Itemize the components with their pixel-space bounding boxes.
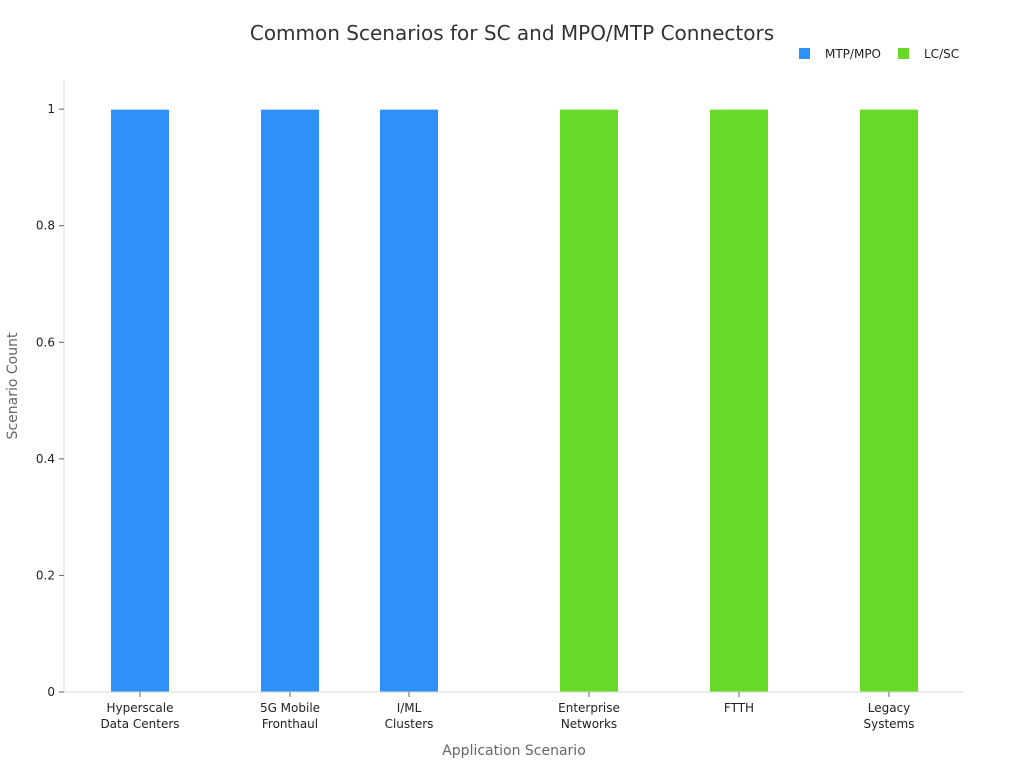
bar-mtp-mpo-0[interactable]: MTP/MPO: 1 [110, 108, 170, 693]
y-tick-label: 0 [47, 685, 55, 699]
y-tick-label: 1 [47, 102, 55, 116]
bar-lc-sc-3[interactable]: LC/SC: 1 [559, 108, 619, 693]
legend-item-lc-sc[interactable]: LC/SC [898, 47, 959, 61]
bars-group: MTP/MPO: 1 MTP/MPO: 1 MTP/MPO: 1 LC/SC: 1 LC… [110, 108, 919, 693]
bar-mtp-mpo-1[interactable]: MTP/MPO: 1 [260, 108, 320, 693]
plot-area: MTP/MPO: 1 MTP/MPO: 1 MTP/MPO: 1 LC/SC: 1 LC… [36, 80, 964, 731]
legend-swatch [799, 48, 810, 59]
x-tick-label: FTTH [724, 701, 754, 715]
legend: MTP/MPO LC/SC [799, 47, 959, 61]
bar-lc-sc-4[interactable]: LC/SC: 1 [709, 108, 769, 693]
x-axis-ticks: Hyperscale Data Centers 5G Mobile Fronthaul… [100, 692, 915, 731]
x-tick-label: Enterprise Networks [558, 701, 620, 731]
x-tick-label: Legacy Systems [864, 701, 915, 731]
legend-item-mtp-mpo[interactable]: MTP/MPO [799, 47, 881, 61]
y-tick-label: 0.6 [36, 335, 55, 349]
chart-title: Common Scenarios for SC and MPO/MTP Conn… [250, 21, 774, 45]
y-axis-title: Scenario Count [5, 332, 21, 439]
bar-lc-sc-5[interactable]: LC/SC: 1 [859, 108, 919, 693]
y-tick-label: 0.4 [36, 452, 55, 466]
legend-swatch [898, 48, 909, 59]
x-tick-label: Hyperscale Data Centers [100, 701, 179, 731]
legend-label: LC/SC [924, 47, 959, 61]
legend-label: MTP/MPO [825, 47, 881, 61]
bar-mtp-mpo-2[interactable]: MTP/MPO: 1 [379, 108, 439, 693]
y-tick-label: 0.2 [36, 568, 55, 582]
y-tick-label: 0.8 [36, 219, 55, 233]
x-tick-label: I/ML Clusters [385, 701, 434, 731]
x-tick-label: 5G Mobile Fronthaul [260, 701, 320, 731]
y-axis-ticks: 0 0.2 0.4 0.6 0.8 1 [36, 102, 64, 699]
x-axis-title: Application Scenario [442, 743, 586, 759]
